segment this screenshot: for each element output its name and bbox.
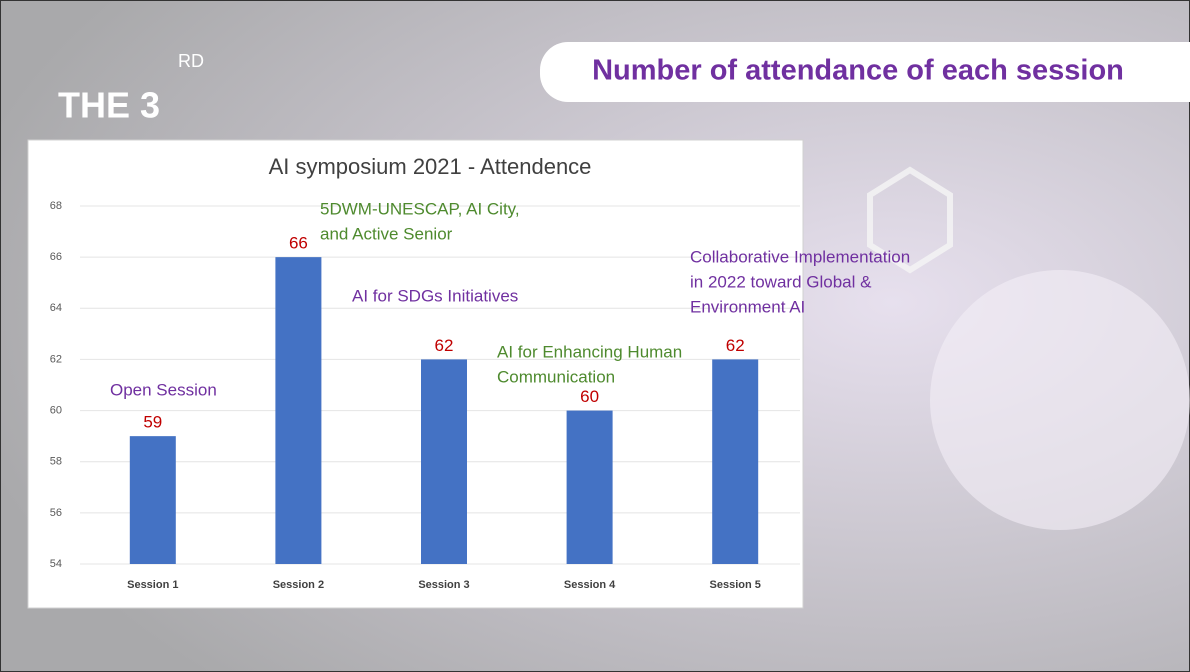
x-tick-label: Session 1 (127, 579, 178, 591)
y-tick-label: 66 (50, 251, 62, 263)
bar (567, 411, 613, 564)
value-label: 62 (726, 336, 745, 355)
page: THE 3 RD Number of attendance of each se… (0, 0, 1190, 672)
y-tick-label: 60 (50, 404, 62, 416)
annotation: Collaborative Implementation (690, 247, 910, 266)
bar (275, 257, 321, 564)
y-tick-label: 56 (50, 507, 62, 519)
value-label: 60 (580, 387, 599, 406)
annotation: AI for SDGs Initiatives (352, 286, 518, 305)
bar (712, 359, 758, 564)
bar (421, 359, 467, 564)
annotation: 5DWM-UNESCAP, AI City, (320, 199, 520, 218)
x-tick-label: Session 3 (418, 579, 469, 591)
decoration (930, 270, 1190, 530)
header-text: THE 3 (58, 85, 160, 126)
annotation: Communication (497, 367, 615, 386)
x-tick-label: Session 5 (710, 579, 761, 591)
annotation: Open Session (110, 380, 217, 399)
slide: THE 3 RD Number of attendance of each se… (0, 0, 1190, 672)
y-tick-label: 62 (50, 353, 62, 365)
y-tick-label: 58 (50, 456, 62, 468)
value-label: 66 (289, 234, 308, 253)
annotation: in 2022 toward Global & (690, 272, 872, 291)
annotation: and Active Senior (320, 224, 453, 243)
annotation: AI for Enhancing Human (497, 342, 682, 361)
x-tick-label: Session 4 (564, 579, 616, 591)
y-tick-label: 64 (50, 302, 62, 314)
y-tick-label: 68 (50, 200, 62, 212)
annotation: Environment AI (690, 297, 805, 316)
slide-title: Number of attendance of each session (592, 55, 1124, 87)
value-label: 62 (435, 336, 454, 355)
x-tick-label: Session 2 (273, 579, 324, 591)
header-superscript: RD (178, 51, 204, 71)
bar (130, 436, 176, 564)
chart-title: AI symposium 2021 - Attendence (269, 154, 592, 179)
y-tick-label: 54 (50, 558, 62, 570)
value-label: 59 (143, 413, 162, 432)
